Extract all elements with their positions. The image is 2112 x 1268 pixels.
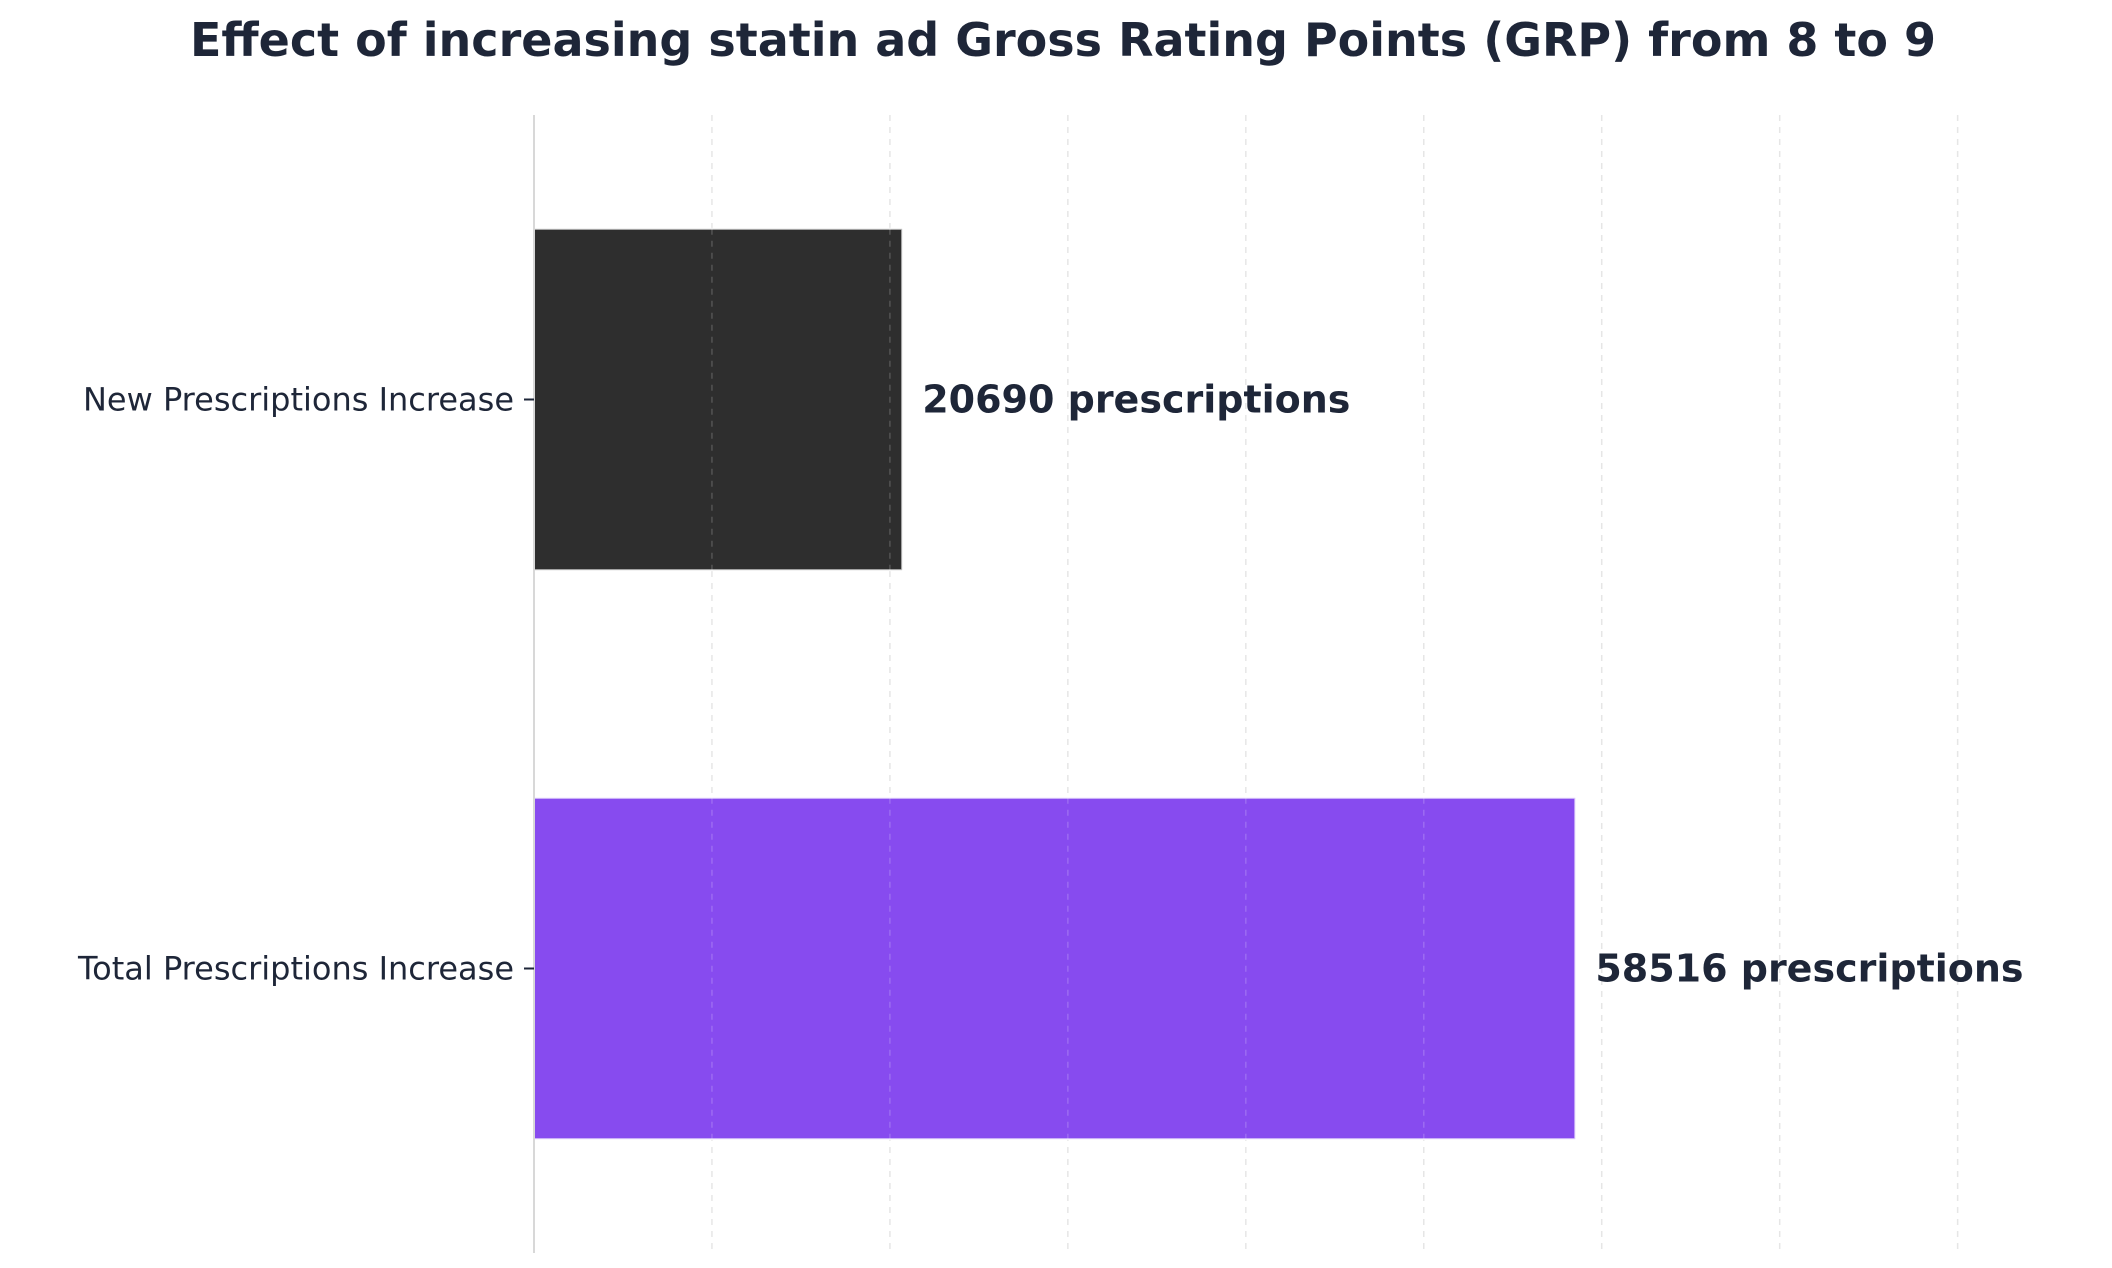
bar-1	[533, 227, 904, 572]
data-labels: 20690 prescriptions 58516 prescriptions	[922, 378, 2023, 991]
y-tick-label-1: New Prescriptions Increase	[83, 381, 514, 419]
chart-title: Effect of increasing statin ad Gross Rat…	[190, 13, 1936, 67]
data-label-1: 20690 prescriptions	[922, 378, 1350, 422]
bars	[533, 227, 1577, 1141]
data-label-2: 58516 prescriptions	[1595, 947, 2023, 991]
bar-2	[533, 796, 1577, 1141]
y-tick-label-2: Total Prescriptions Increase	[77, 950, 514, 988]
x-gridlines-over-bars	[711, 228, 1425, 1140]
y-axis-ticks: New Prescriptions Increase Total Prescrip…	[77, 381, 534, 988]
